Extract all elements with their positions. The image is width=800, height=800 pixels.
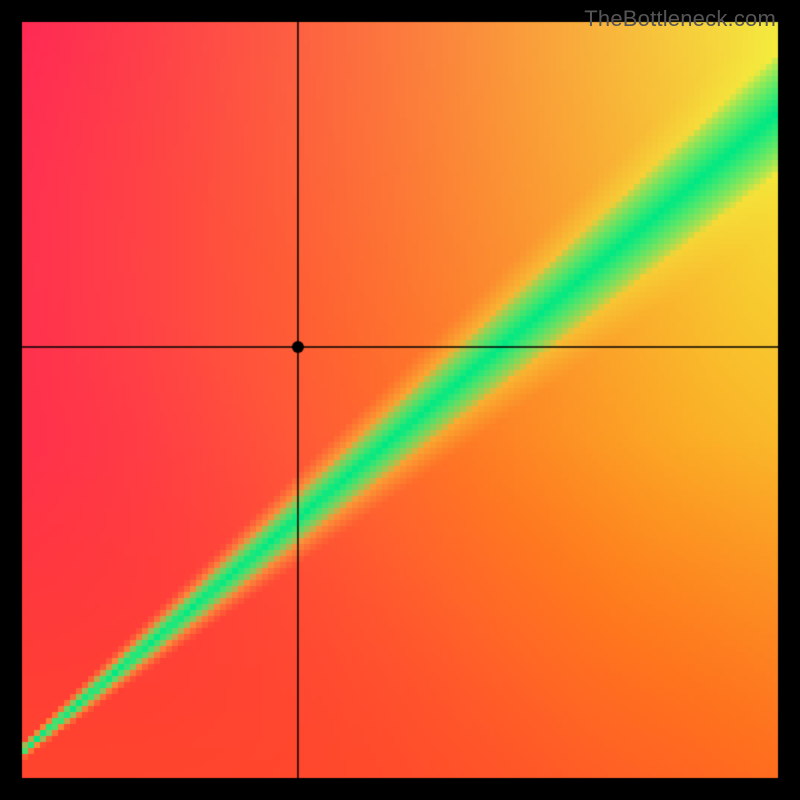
- bottleneck-heatmap: [0, 0, 800, 800]
- watermark-text: TheBottleneck.com: [584, 6, 776, 32]
- chart-container: TheBottleneck.com: [0, 0, 800, 800]
